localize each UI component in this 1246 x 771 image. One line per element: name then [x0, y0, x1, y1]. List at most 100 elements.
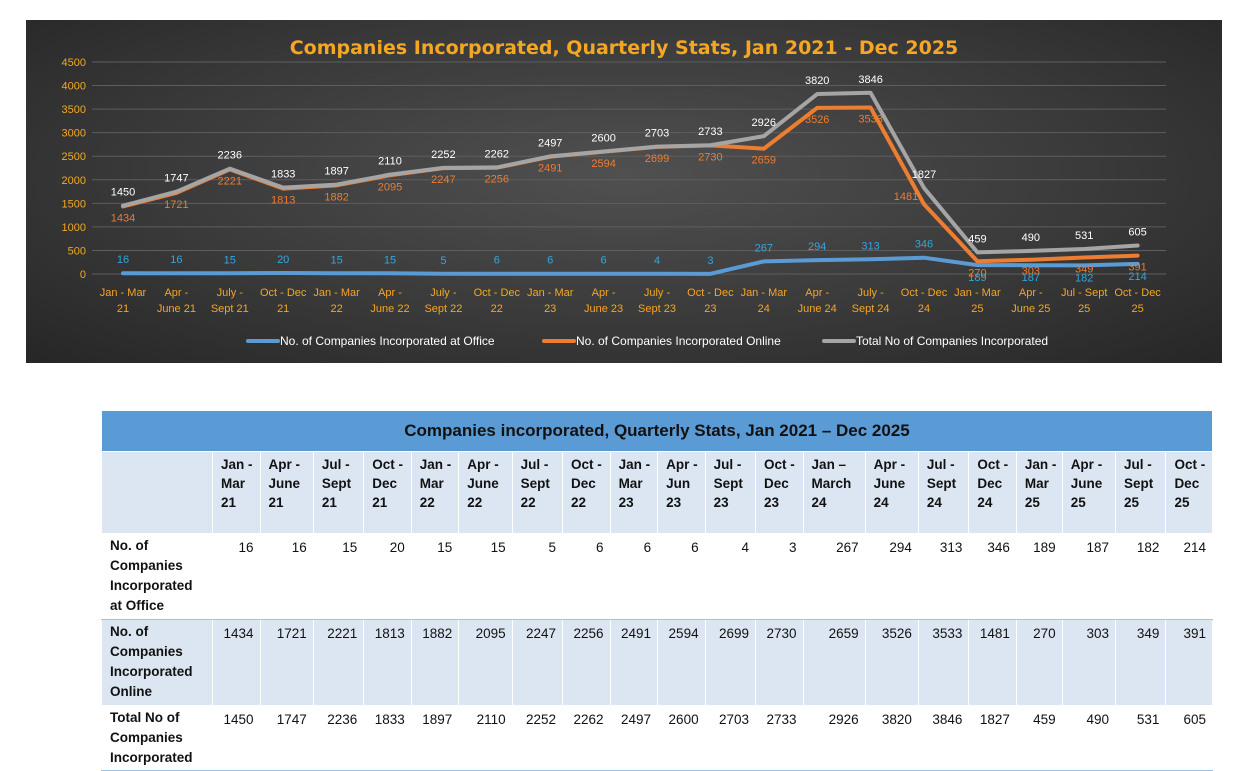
- table-cell: 294: [864, 533, 919, 620]
- table-cell: 3526: [864, 619, 919, 706]
- data-label: 2095: [378, 181, 402, 193]
- table-cell: 187: [1061, 533, 1117, 620]
- data-label: 2491: [538, 163, 562, 175]
- data-label: 349: [1075, 264, 1093, 276]
- y-tick-label: 4500: [62, 57, 86, 69]
- data-label: 1833: [271, 169, 295, 181]
- table-cell: 2730: [755, 619, 804, 706]
- table-cell: 3: [755, 533, 804, 620]
- data-label: 1813: [271, 195, 295, 207]
- x-tick-label: July -: [857, 287, 884, 299]
- x-tick-label: Sept 23: [638, 303, 676, 315]
- x-tick-label: June 22: [370, 303, 409, 315]
- x-tick-label: 21: [277, 303, 289, 315]
- column-header: Oct - Dec 21: [363, 451, 412, 534]
- legend-label-2: Total No of Companies Incorporated: [856, 334, 1048, 348]
- table-cell: 531: [1114, 705, 1167, 771]
- table-cell: 6: [562, 533, 611, 620]
- x-tick-label: Oct - Dec: [901, 287, 948, 299]
- data-label: 2247: [431, 174, 455, 186]
- data-label: 2497: [538, 137, 562, 149]
- data-label: 187: [1022, 272, 1040, 284]
- data-label: 2730: [698, 151, 722, 163]
- data-label: 2262: [485, 148, 509, 160]
- column-header: Jul - Sept 25: [1114, 451, 1167, 534]
- line-chart: Companies Incorporated, Quarterly Stats,…: [62, 37, 1166, 348]
- data-label: 1897: [324, 166, 348, 178]
- data-label: 303: [1022, 266, 1040, 278]
- table-header-row: Jan - Mar 21 Apr - June 21 Jul - Sept 21 Oc…: [101, 451, 1213, 534]
- table-cell: 1450: [212, 705, 261, 771]
- column-header: Apr - June 25: [1061, 451, 1117, 534]
- data-label: 490: [1022, 232, 1040, 244]
- x-tick-label: 24: [758, 303, 770, 315]
- table-cell: 2497: [609, 705, 659, 771]
- x-tick-label: 23: [704, 303, 716, 315]
- table-cell: 15: [458, 533, 513, 620]
- table-cell: 2236: [312, 705, 365, 771]
- table-cell: 391: [1165, 619, 1213, 706]
- data-label: 5: [440, 255, 446, 267]
- table-cell: 4: [704, 533, 757, 620]
- x-tick-label: June 23: [584, 303, 623, 315]
- x-tick-label: Sept 24: [852, 303, 890, 315]
- data-label: 189: [968, 272, 986, 284]
- y-tick-label: 3000: [62, 128, 86, 140]
- data-label: 1882: [324, 191, 348, 203]
- y-tick-label: 1000: [62, 222, 86, 234]
- table-cell: 2926: [802, 705, 866, 771]
- x-tick-label: Apr -: [805, 287, 829, 299]
- data-label: 2699: [645, 153, 669, 165]
- table-cell: 189: [1015, 533, 1063, 620]
- data-label: 2594: [591, 158, 615, 170]
- column-header: Apr - Jun 23: [657, 451, 706, 534]
- data-label: 2110: [378, 156, 402, 168]
- table-cell: 3846: [917, 705, 970, 771]
- data-label: 459: [968, 233, 986, 245]
- x-tick-label: Oct - Dec: [687, 287, 734, 299]
- x-tick-label: Jan - Mar: [100, 287, 147, 299]
- data-label: 391: [1128, 262, 1146, 274]
- column-header: Jul - Sept 21: [312, 451, 365, 534]
- data-label: 313: [861, 240, 879, 252]
- table-cell: 2594: [657, 619, 706, 706]
- table-cell: 20: [363, 533, 412, 620]
- column-header: Jul - Sept 22: [511, 451, 564, 534]
- table-cell: 182: [1114, 533, 1167, 620]
- data-label: 3: [707, 255, 713, 267]
- x-tick-label: Sept 22: [424, 303, 462, 315]
- column-header: Oct - Dec 24: [968, 451, 1017, 534]
- table-cell: 267: [802, 533, 866, 620]
- column-header: Oct - Dec 22: [562, 451, 611, 534]
- x-tick-label: 25: [971, 303, 983, 315]
- table-cell: 214: [1165, 533, 1213, 620]
- column-header: Jan - Mar 25: [1015, 451, 1063, 534]
- series-line-0: [121, 255, 1140, 276]
- table-cell: 2221: [312, 619, 365, 706]
- table-cell: 1813: [363, 619, 412, 706]
- table-cell: 1434: [212, 619, 261, 706]
- table-cell: 16: [259, 533, 314, 620]
- column-header: Jan - Mar 21: [212, 451, 261, 534]
- data-label: 16: [170, 254, 182, 266]
- table-cell: 15: [312, 533, 365, 620]
- table-cell: 2600: [657, 705, 706, 771]
- data-label: 531: [1075, 230, 1093, 242]
- x-tick-label: June 24: [798, 303, 837, 315]
- table-cell: 2733: [755, 705, 804, 771]
- data-label: 1721: [164, 199, 188, 211]
- column-header: Jan - Mar 22: [410, 451, 460, 534]
- x-tick-label: Apr -: [378, 287, 402, 299]
- y-tick-label: 4000: [62, 81, 86, 93]
- table-cell: 349: [1114, 619, 1167, 706]
- data-label: 16: [117, 254, 129, 266]
- table-cell: 303: [1061, 619, 1117, 706]
- data-label: 2733: [698, 126, 722, 138]
- data-label: 346: [915, 239, 933, 251]
- table-cell: 5: [511, 533, 564, 620]
- data-label: 2926: [752, 117, 776, 129]
- table-cell: 15: [410, 533, 460, 620]
- data-label: 6: [601, 255, 607, 267]
- x-tick-label: 22: [491, 303, 503, 315]
- row-label: No. of Companies Incorporated at Office: [101, 533, 213, 620]
